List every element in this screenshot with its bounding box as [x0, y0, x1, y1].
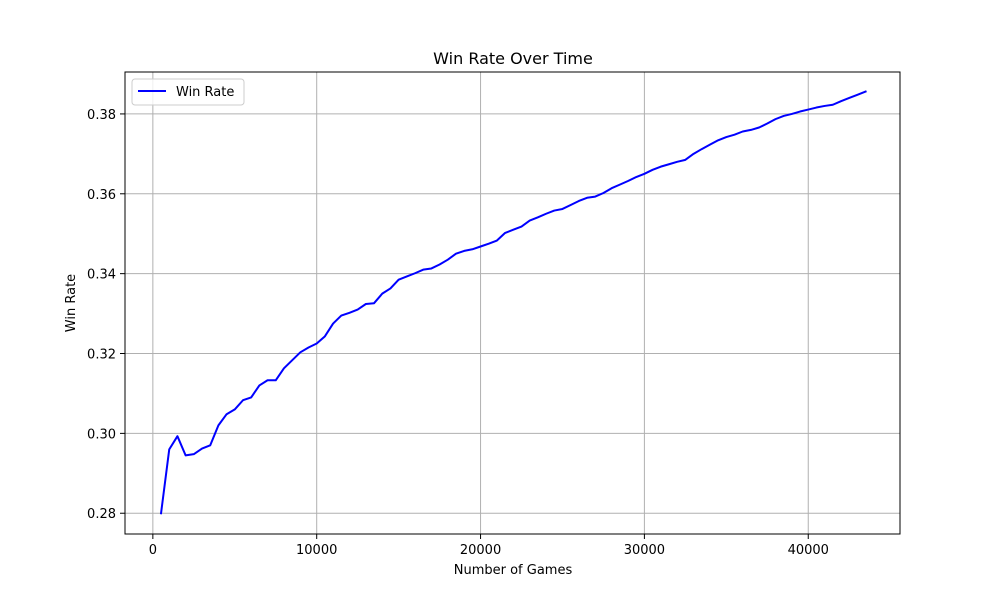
plot-area-frame	[124, 71, 901, 535]
y-axis-label: Win Rate	[64, 274, 79, 332]
x-tick-label: 20000	[460, 543, 501, 558]
x-tick-label: 30000	[624, 543, 665, 558]
legend-box	[131, 78, 245, 106]
series-layer	[159, 90, 867, 515]
legend-label: Win Rate	[176, 85, 234, 100]
y-axis-ticks: 0.28 0.30 0.32 0.34 0.36 0.38	[87, 108, 125, 522]
series-line-win-rate	[159, 90, 867, 515]
grid	[125, 72, 900, 534]
y-tick-label: 0.30	[87, 427, 116, 442]
x-axis-label: Number of Games	[454, 563, 573, 578]
chart-title: Win Rate Over Time	[433, 49, 593, 68]
y-tick-label: 0.32	[87, 348, 116, 363]
y-tick-label: 0.34	[87, 268, 116, 283]
y-tick-label: 0.36	[87, 188, 116, 203]
x-axis-ticks: 0 10000 20000 30000 40000	[149, 534, 829, 558]
y-tick-label: 0.28	[87, 507, 116, 522]
x-tick-label: 40000	[788, 543, 829, 558]
x-tick-label: 10000	[296, 543, 337, 558]
y-tick-label: 0.38	[87, 108, 116, 123]
x-tick-label: 0	[149, 543, 157, 558]
legend: Win Rate	[131, 78, 245, 106]
